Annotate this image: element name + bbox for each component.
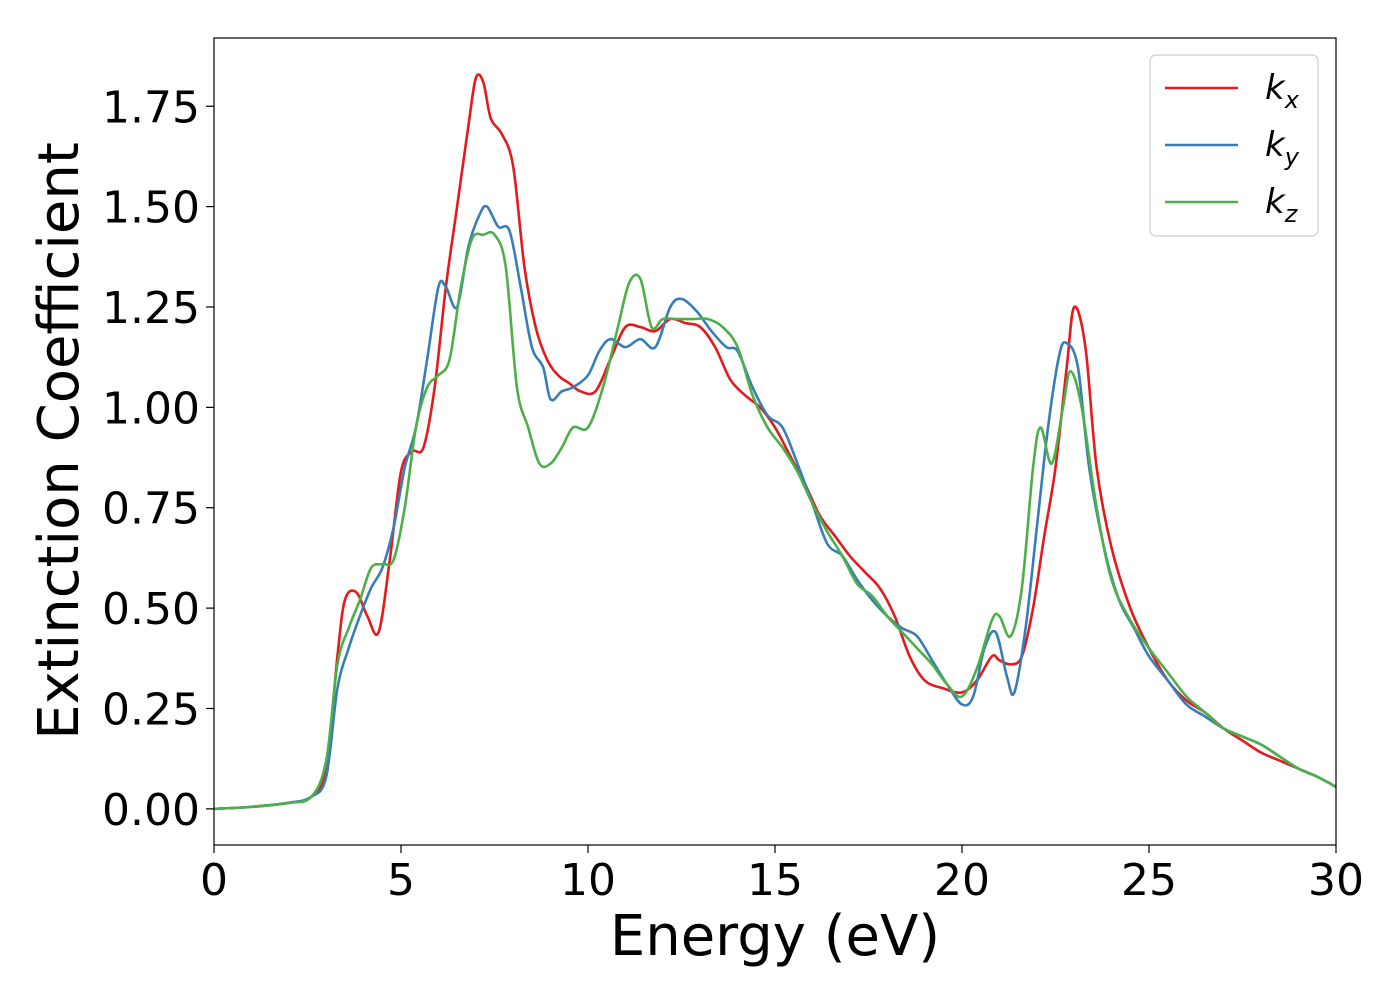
plot-background (214, 38, 1336, 845)
x-tick-label: 5 (387, 855, 415, 906)
x-tick-label: 25 (1121, 855, 1177, 906)
x-axis-title: Energy (eV) (610, 904, 940, 969)
y-tick-label: 1.75 (102, 82, 200, 133)
y-tick-label: 0.75 (102, 484, 200, 535)
y-axis-title: Extinction Coefficient (27, 142, 92, 740)
x-axis: 0 5 10 15 20 25 30 (200, 845, 1364, 906)
legend: kx ky kz (1149, 54, 1319, 237)
series-line-kx (213, 73, 1337, 811)
legend-label-kz: kz (1265, 182, 1299, 228)
series-line-kz (213, 230, 1337, 811)
x-tick-label: 15 (747, 855, 803, 906)
legend-label-kx: kx (1265, 68, 1300, 114)
y-tick-label: 1.25 (102, 283, 200, 334)
y-axis: 0.00 0.25 0.50 0.75 1.00 1.25 1.50 1.75 (102, 82, 214, 836)
x-tick-label: 30 (1308, 855, 1364, 906)
x-tick-label: 0 (200, 855, 228, 906)
series-layer (213, 73, 1337, 811)
y-tick-label: 0.00 (102, 785, 200, 836)
x-tick-label: 10 (560, 855, 616, 906)
x-tick-label: 20 (934, 855, 990, 906)
y-tick-label: 0.25 (102, 684, 200, 735)
y-tick-label: 1.00 (102, 383, 200, 434)
y-tick-label: 0.50 (102, 584, 200, 635)
y-tick-label: 1.50 (102, 183, 200, 234)
legend-label-ky: ky (1265, 125, 1300, 171)
